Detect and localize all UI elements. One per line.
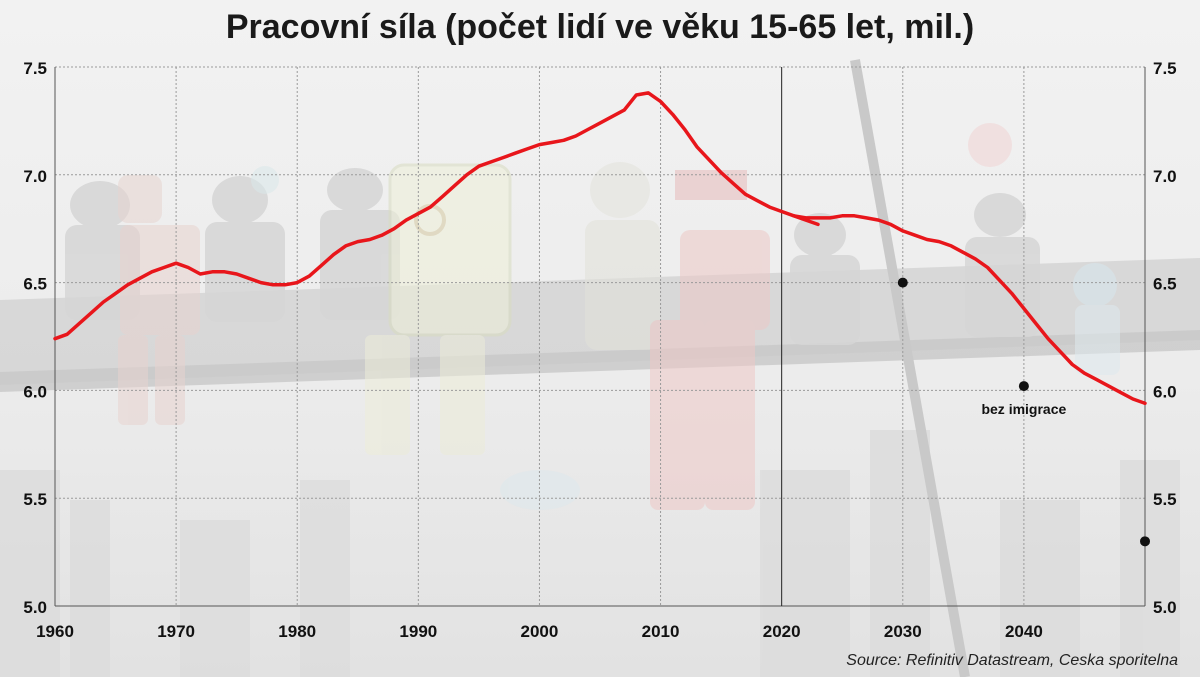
axes [54, 67, 1146, 607]
marker-points: bez imigrace [897, 277, 1150, 547]
x-tick-label: 2030 [884, 622, 922, 641]
y-tick-label-right: 5.5 [1153, 490, 1177, 509]
y-tick-label-left: 6.0 [23, 382, 47, 401]
projection-series-line [792, 214, 1147, 406]
x-tick-label: 2040 [1005, 622, 1043, 641]
y-tick-label-left: 7.5 [23, 59, 47, 78]
series-lines [53, 91, 1147, 406]
x-tick-label: 2020 [763, 622, 801, 641]
y-tick-label-right: 7.0 [1153, 167, 1177, 186]
x-tick-label: 1980 [278, 622, 316, 641]
point-annotation: bez imigrace [981, 401, 1066, 417]
y-tick-label-left: 6.5 [23, 275, 47, 294]
y-tick-label-left: 7.0 [23, 167, 47, 186]
chart-title: Pracovní síla (počet lidí ve věku 15-65 … [225, 8, 975, 46]
marker-point [1140, 536, 1150, 547]
x-tick-label: 2010 [642, 622, 680, 641]
tick-labels: 1960 1970 1980 1990 2000 2010 2020 2030 2040 5.0 5… [23, 59, 1176, 641]
source-note: Source: Refinitiv Datastream, Ceska spor… [846, 652, 1178, 669]
y-tick-label-left: 5.0 [23, 598, 47, 617]
x-tick-label: 2000 [521, 622, 559, 641]
marker-point [1018, 381, 1029, 392]
marker-point [897, 277, 908, 288]
y-tick-label-right: 6.0 [1153, 382, 1177, 401]
y-tick-label-left: 5.5 [23, 490, 47, 509]
historical-series-line [53, 91, 820, 341]
y-tick-label-right: 7.5 [1153, 59, 1177, 78]
x-tick-label: 1990 [399, 622, 437, 641]
y-tick-label-right: 5.0 [1153, 598, 1177, 617]
gridlines [54, 66, 1145, 607]
y-tick-label-right: 6.5 [1153, 275, 1177, 294]
x-tick-label: 1970 [157, 622, 195, 641]
x-tick-label: 1960 [36, 622, 74, 641]
